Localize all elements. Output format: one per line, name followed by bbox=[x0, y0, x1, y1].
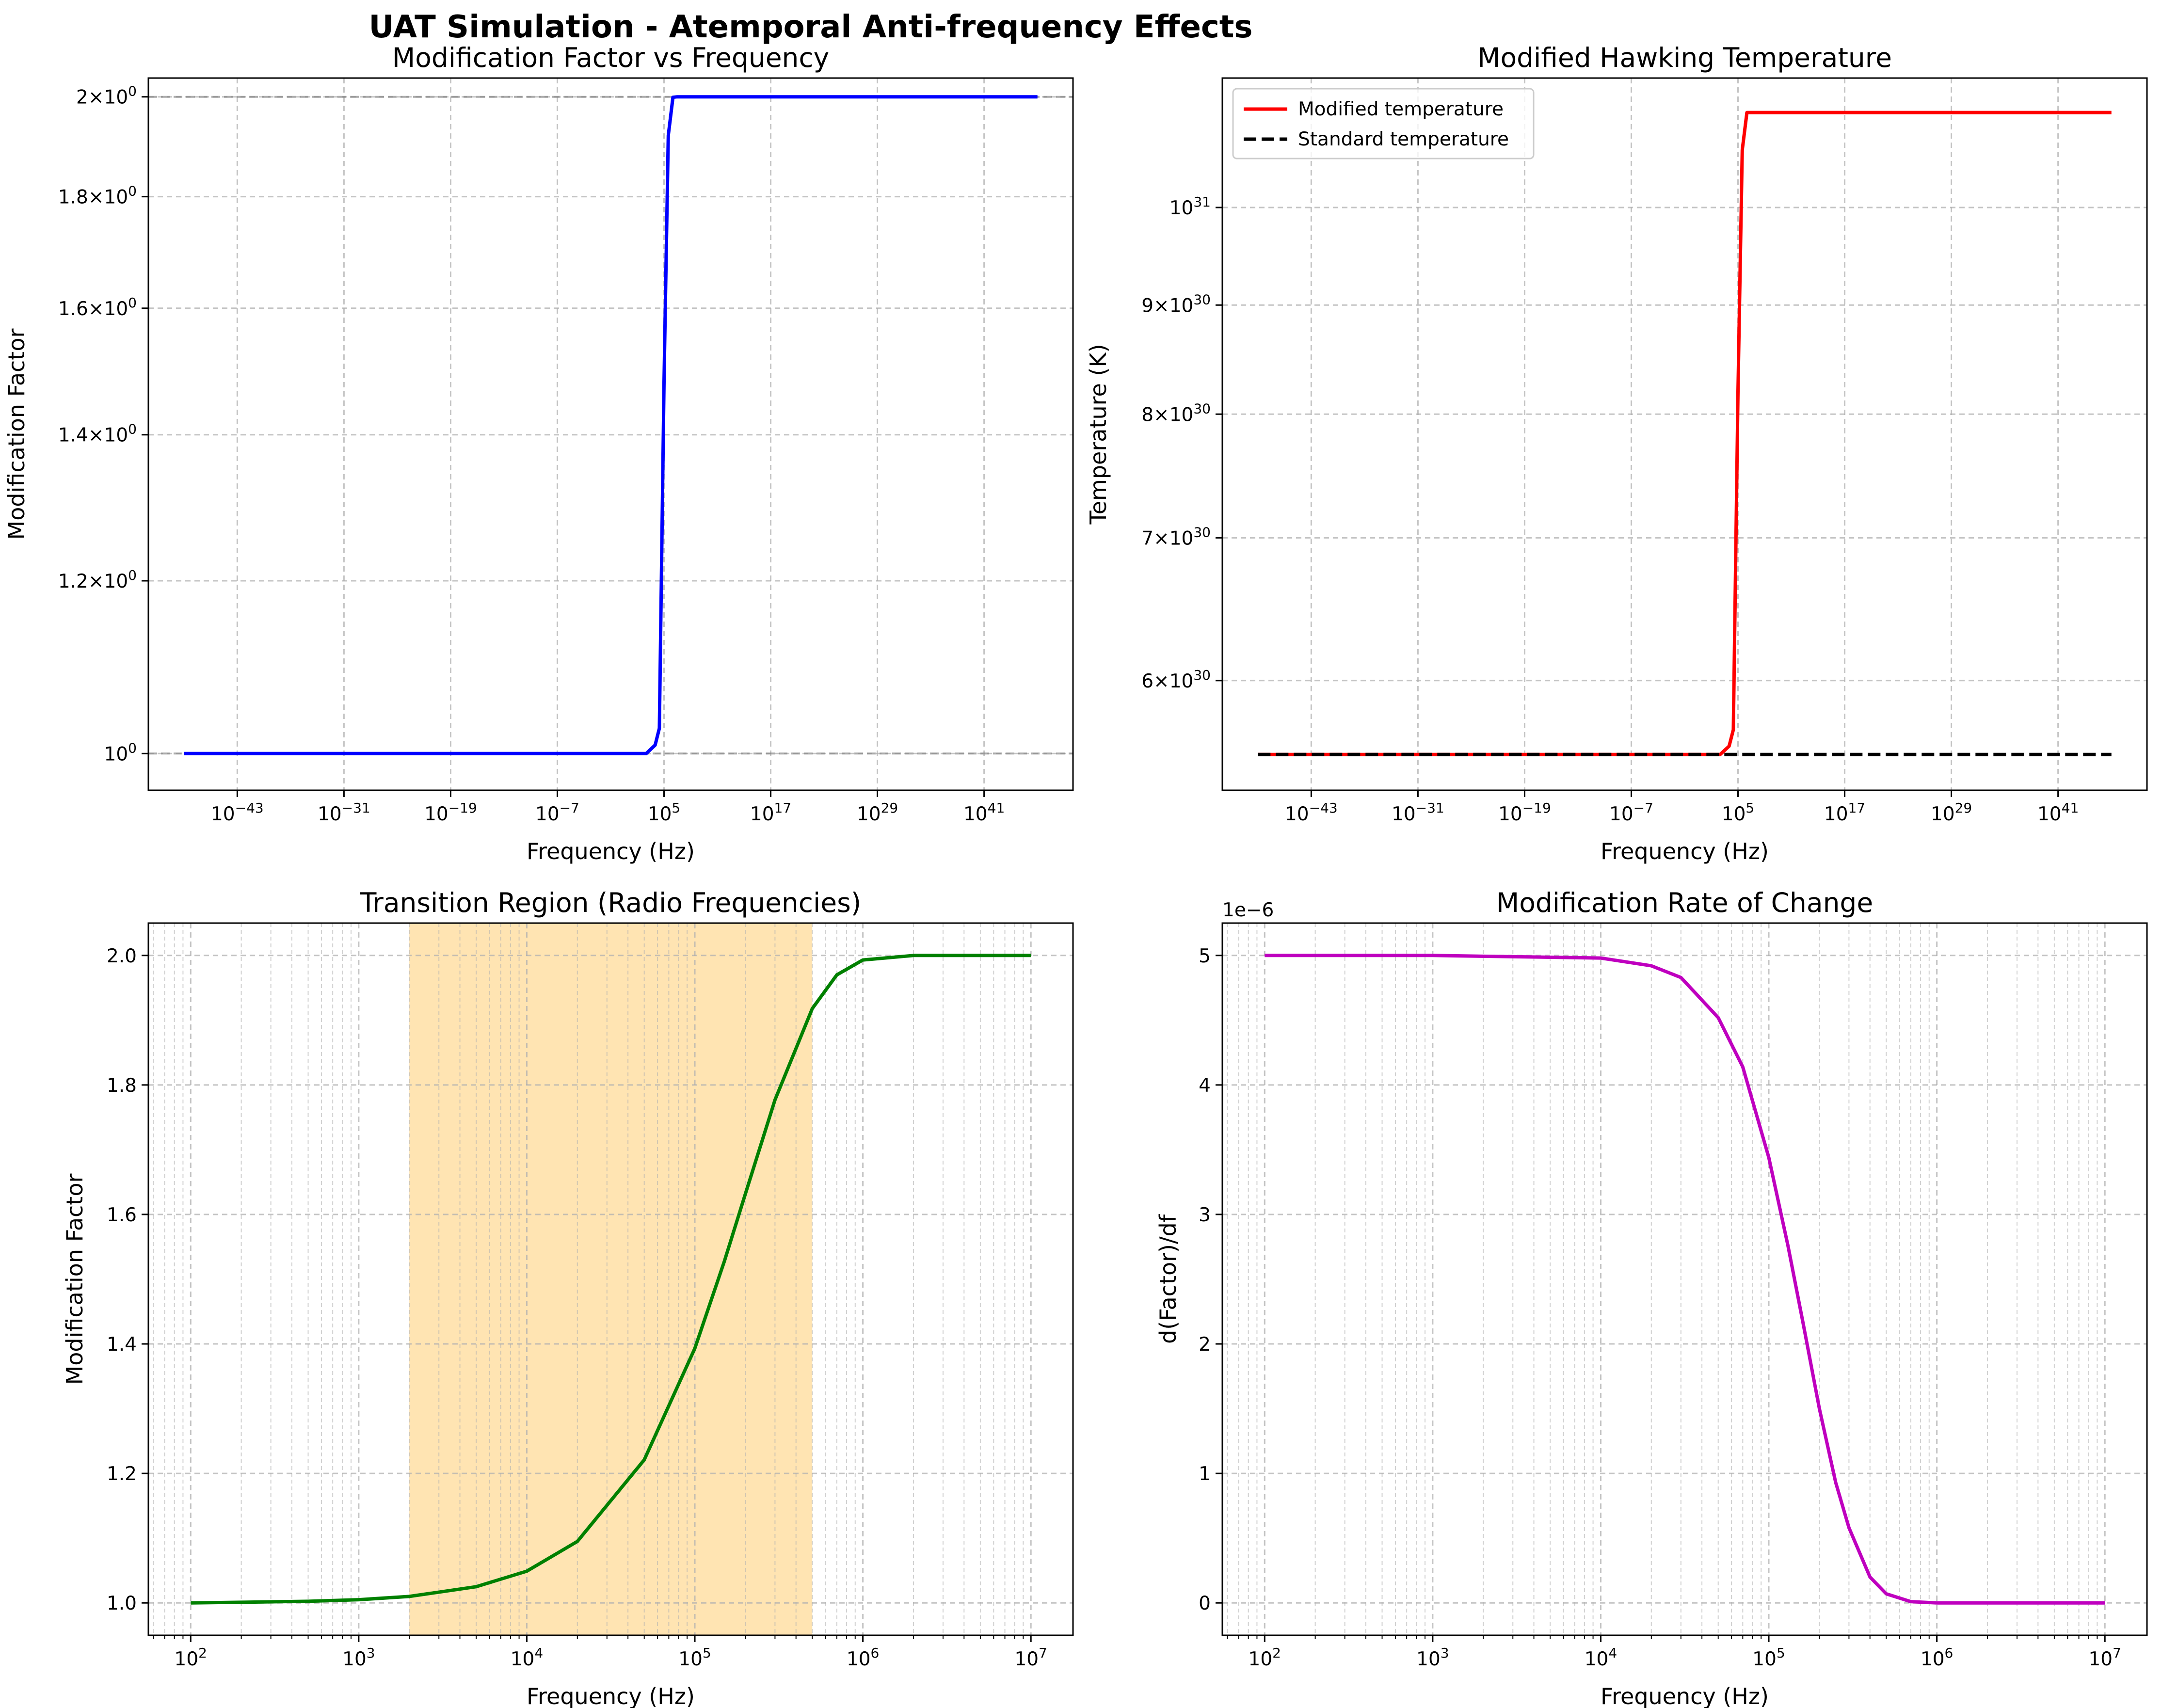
y-tick-label: 1.0 bbox=[107, 1593, 137, 1614]
y-axis-label: d(Factor)/df bbox=[1155, 1213, 1181, 1344]
axes-frame bbox=[147, 922, 1074, 1636]
axes-frame bbox=[1221, 922, 2148, 1636]
y-axis-label: Modification Factor bbox=[62, 1174, 88, 1385]
legend: Modified temperature Standard temperature bbox=[1232, 88, 1535, 160]
x-tick-label: 10−43 bbox=[211, 800, 264, 825]
x-tick-label: 105 bbox=[1752, 1645, 1785, 1670]
x-tick-label: 1017 bbox=[750, 800, 791, 825]
y-tick-label: 6×1030 bbox=[1141, 667, 1211, 692]
axes-frame bbox=[1221, 77, 2148, 791]
y-tick-label: 9×1030 bbox=[1141, 291, 1211, 317]
x-tick-label: 10−31 bbox=[318, 800, 370, 825]
x-tick-label: 106 bbox=[1921, 1645, 1953, 1670]
series-line-1 bbox=[184, 95, 1038, 755]
y-tick-label: 8×1030 bbox=[1141, 400, 1211, 426]
x-tick-label: 1041 bbox=[963, 800, 1005, 825]
y-axis-label: Temperature (K) bbox=[1085, 344, 1111, 525]
legend-box bbox=[1232, 88, 1535, 160]
legend-entry: Standard temperature bbox=[1298, 128, 1509, 150]
x-tick-label: 106 bbox=[847, 1645, 879, 1670]
y-tick-label: 2×100 bbox=[76, 83, 137, 109]
x-tick-label: 103 bbox=[342, 1645, 375, 1670]
x-tick-label: 10−7 bbox=[535, 800, 579, 825]
x-tick-label: 10−43 bbox=[1285, 800, 1338, 825]
x-tick-label: 10−19 bbox=[424, 800, 477, 825]
chart-title: Modified Hawking Temperature bbox=[1477, 42, 1892, 73]
x-tick-label: 1017 bbox=[1824, 800, 1865, 825]
y-tick-label: 0 bbox=[1199, 1593, 1211, 1614]
x-tick-label: 103 bbox=[1416, 1645, 1449, 1670]
chart-panel-1: 10−43 10−31 10−19 10−7 105 1017 1029 1041 100 1.2… bbox=[3, 42, 1074, 864]
x-tick-label: 104 bbox=[511, 1645, 543, 1670]
figure-title: UAT Simulation - Atemporal Anti-frequenc… bbox=[369, 9, 1253, 45]
x-tick-label: 104 bbox=[1585, 1645, 1617, 1670]
x-tick-label: 102 bbox=[175, 1645, 207, 1670]
x-axis-label: Frequency (Hz) bbox=[1601, 838, 1769, 864]
y-tick-label: 1.4 bbox=[107, 1334, 137, 1356]
x-tick-label: 10−31 bbox=[1392, 800, 1444, 825]
chart-panel-3: 102 103 104 105 106 107 1.0 1.2 1.4 1.6 1.8 2.0 Tran… bbox=[62, 887, 1074, 1708]
series-line-1 bbox=[1258, 111, 2112, 756]
y-axis-label: Modification Factor bbox=[3, 329, 30, 540]
x-tick-label: 105 bbox=[678, 1645, 711, 1670]
chart-title: Modification Rate of Change bbox=[1496, 887, 1873, 918]
y-tick-label: 2.0 bbox=[107, 945, 137, 967]
x-tick-label: 107 bbox=[1014, 1645, 1047, 1670]
legend-entry: Modified temperature bbox=[1298, 98, 1504, 120]
y-tick-label: 3 bbox=[1199, 1204, 1211, 1226]
x-tick-label: 1029 bbox=[1931, 800, 1972, 825]
y-tick-label: 1.6×100 bbox=[58, 295, 137, 320]
series-line-1 bbox=[191, 954, 1031, 1605]
x-tick-label: 1029 bbox=[857, 800, 898, 825]
chart-panel-2: 10−43 10−31 10−19 10−7 105 1017 1029 1041 6×1030… bbox=[1085, 42, 2148, 864]
y-tick-label: 4 bbox=[1199, 1075, 1211, 1097]
y-tick-label: 1.6 bbox=[107, 1204, 137, 1226]
chart-panel-4: 102 103 104 105 106 107 0 1 2 3 4 5 Modification Rat… bbox=[1155, 887, 2148, 1708]
y-offset-text: 1e−6 bbox=[1222, 899, 1274, 921]
y-tick-label: 7×1030 bbox=[1141, 524, 1211, 549]
x-tick-label: 105 bbox=[1722, 800, 1754, 825]
x-tick-label: 10−19 bbox=[1498, 800, 1551, 825]
chart-title: Modification Factor vs Frequency bbox=[392, 42, 829, 73]
x-tick-label: 10−7 bbox=[1609, 800, 1653, 825]
y-tick-label: 2 bbox=[1199, 1334, 1211, 1356]
y-tick-label: 1.4×100 bbox=[58, 421, 137, 447]
x-tick-label: 1041 bbox=[2037, 800, 2079, 825]
y-tick-label: 1.2 bbox=[107, 1463, 137, 1485]
x-tick-label: 102 bbox=[1249, 1645, 1281, 1670]
shaded-band bbox=[409, 923, 813, 1635]
y-tick-label: 100 bbox=[104, 740, 137, 765]
y-tick-label: 1.8×100 bbox=[58, 183, 137, 208]
x-axis-label: Frequency (Hz) bbox=[1601, 1683, 1769, 1708]
y-tick-label: 1.2×100 bbox=[58, 567, 137, 592]
chart-title: Transition Region (Radio Frequencies) bbox=[360, 887, 862, 918]
y-tick-label: 1.8 bbox=[107, 1075, 137, 1097]
x-tick-label: 107 bbox=[2088, 1645, 2121, 1670]
x-axis-label: Frequency (Hz) bbox=[527, 838, 695, 864]
axes-frame bbox=[147, 77, 1074, 791]
x-axis-label: Frequency (Hz) bbox=[527, 1683, 695, 1708]
y-tick-label: 1 bbox=[1199, 1463, 1211, 1485]
series-line-1 bbox=[1265, 954, 2105, 1605]
x-tick-label: 105 bbox=[648, 800, 680, 825]
y-tick-label: 1031 bbox=[1169, 194, 1211, 219]
y-tick-label: 5 bbox=[1199, 945, 1211, 967]
